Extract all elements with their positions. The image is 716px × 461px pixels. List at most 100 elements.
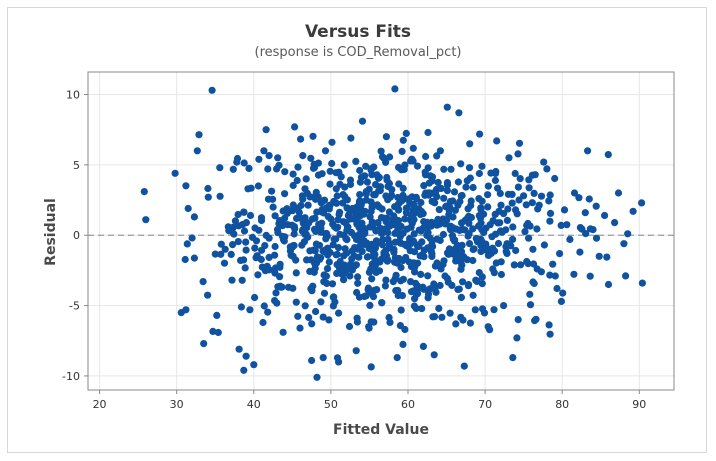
data-point [301,185,309,193]
data-point [358,117,367,125]
data-point [455,109,463,117]
data-point [601,211,609,220]
data-point [272,289,280,297]
data-point [399,184,407,192]
data-point [370,191,378,199]
data-point [317,298,325,306]
data-point [398,147,406,155]
data-point [409,206,417,214]
data-point [237,303,245,311]
data-point [513,334,521,342]
data-point [365,324,373,332]
data-point [373,286,381,294]
data-point [311,195,320,203]
chart-subtitle: (response is COD_Removal_pct) [254,45,462,60]
data-point [584,147,592,155]
plot-area [87,71,675,391]
data-point [638,279,647,287]
data-point [415,241,423,249]
data-point [221,245,229,253]
data-point [526,290,534,298]
data-point [432,288,440,296]
data-point [458,191,466,200]
data-point [246,306,254,314]
data-point [556,250,564,258]
data-point [326,180,334,188]
data-point [307,256,315,264]
data-point [374,219,382,227]
data-point [425,189,433,197]
data-point [411,279,420,287]
x-tick-label: 80 [555,398,569,411]
data-point [257,216,266,225]
data-point [274,154,282,162]
data-point [239,220,247,229]
axis-ticks: 20 30 40 50 60 70 80 90 -10 -5 0 5 10 [62,89,646,411]
data-point [308,356,316,365]
data-point [433,259,441,267]
data-point [323,265,332,273]
data-point [491,247,499,255]
x-tick-label: 90 [632,398,646,411]
data-point [378,153,387,161]
data-point [520,192,528,200]
data-point [367,363,375,371]
data-point [477,247,485,256]
data-point [427,248,435,256]
data-point [529,245,537,253]
data-point [321,147,330,155]
data-point [379,229,387,237]
data-point [484,203,492,211]
data-point [603,253,611,261]
data-point [413,162,422,170]
data-point [504,190,512,198]
data-point [220,259,229,267]
data-point [292,256,300,264]
data-point [323,279,331,287]
data-point [265,152,273,160]
data-point [629,207,637,215]
data-point [391,238,399,246]
data-point [354,273,362,281]
data-point [461,226,469,234]
data-point [397,306,405,314]
data-point [604,151,612,159]
data-point [444,278,452,286]
data-point [240,208,248,216]
data-point [276,273,284,281]
data-point [439,230,447,239]
data-point [465,212,473,220]
data-point [385,208,393,216]
data-point [530,189,538,197]
data-point [433,152,441,160]
y-axis-label: Residual [43,198,59,266]
data-point [534,205,542,213]
data-point [348,247,356,255]
data-point [263,262,271,270]
data-point [229,241,237,249]
data-point [343,236,351,244]
data-point [366,213,374,221]
data-point [551,174,559,183]
data-point [255,226,263,234]
data-point [347,134,355,142]
data-point [457,265,465,273]
data-point [360,224,368,232]
data-point [385,313,393,322]
data-point [254,271,262,279]
data-point [204,193,212,201]
data-point [271,242,279,251]
data-point [477,205,485,213]
data-point [312,188,320,196]
data-point [289,181,297,190]
data-point [553,284,561,293]
data-point [436,147,444,155]
data-point [302,175,310,183]
data-point [246,211,255,220]
data-point [484,182,492,190]
data-point [339,191,347,199]
data-point [525,184,533,192]
data-point [411,295,419,303]
data-point [352,261,360,269]
data-point [254,182,262,190]
